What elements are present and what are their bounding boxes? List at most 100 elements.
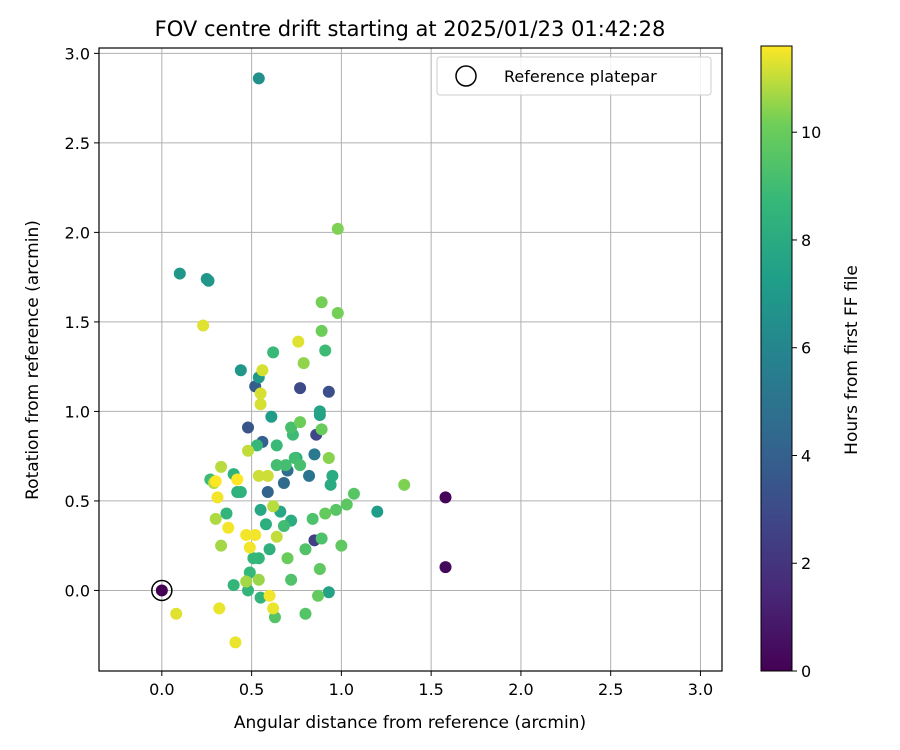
legend-box xyxy=(436,56,712,96)
y-tick-label: 2.5 xyxy=(65,134,90,153)
scatter-point xyxy=(267,500,280,513)
x-tick-label: 1.5 xyxy=(418,680,443,699)
scatter-point xyxy=(261,485,274,498)
scatter-point xyxy=(313,405,326,418)
scatter-point xyxy=(234,485,247,498)
y-tick-label: 3.0 xyxy=(65,44,90,63)
scatter-point xyxy=(263,543,276,556)
scatter-point xyxy=(254,503,267,516)
scatter-point xyxy=(249,528,262,541)
plot-area-frame xyxy=(98,47,723,672)
scatter-point xyxy=(261,469,274,482)
scatter-point xyxy=(270,439,283,452)
scatter-point xyxy=(398,478,411,491)
scatter-point xyxy=(254,398,267,411)
scatter-point xyxy=(306,512,319,525)
scatter-point xyxy=(202,274,215,287)
scatter-point xyxy=(209,475,222,488)
scatter-point xyxy=(227,579,240,592)
colorbar: 0 2 4 6 8 10 Hours from first FF file xyxy=(760,45,862,681)
scatter-point xyxy=(197,319,210,332)
chart-title: FOV centre drift starting at 2025/01/23 … xyxy=(155,17,666,41)
scatter-point xyxy=(279,459,292,472)
reference-marker xyxy=(151,579,173,602)
scatter-point xyxy=(439,561,452,574)
colorbar-tick-label: 2 xyxy=(801,554,811,573)
scatter-point xyxy=(215,460,228,473)
scatter-point xyxy=(285,573,298,586)
scatter-point xyxy=(303,469,316,482)
scatter-point xyxy=(297,357,310,370)
scatter-point xyxy=(242,584,255,597)
scatter-point xyxy=(294,382,307,395)
scatter-point xyxy=(322,586,335,599)
scatter-point xyxy=(319,507,332,520)
colorbar-tick-label: 4 xyxy=(801,446,811,465)
colorbar-label: Hours from first FF file xyxy=(842,265,862,455)
scatter-point xyxy=(231,473,244,486)
scatter-point xyxy=(308,448,321,461)
scatter-point xyxy=(254,387,267,400)
scatter-point xyxy=(215,539,228,552)
scatter-point xyxy=(285,421,298,434)
scatter-point xyxy=(268,611,281,624)
colorbar-tick-label: 8 xyxy=(801,231,811,250)
legend-marker-reference xyxy=(455,65,477,87)
x-tick-label: 2.5 xyxy=(598,680,623,699)
scatter-point xyxy=(267,346,280,359)
colorbar-gradient xyxy=(760,45,793,672)
scatter-point xyxy=(252,573,265,586)
x-tick-label: 0.5 xyxy=(239,680,264,699)
scatter-point xyxy=(347,487,360,500)
colorbar-tick-label: 0 xyxy=(801,662,811,681)
scatter-point xyxy=(371,505,384,518)
scatter-point xyxy=(240,575,253,588)
data-points xyxy=(151,72,452,649)
colorbar-ticks: 0 2 4 6 8 10 xyxy=(792,123,821,681)
scatter-point xyxy=(247,552,260,565)
scatter-point xyxy=(315,324,328,337)
scatter-point xyxy=(270,459,283,472)
scatter-point xyxy=(292,335,305,348)
scatter-point xyxy=(256,364,269,377)
scatter-point xyxy=(319,344,332,357)
scatter-point xyxy=(299,607,312,620)
scatter-point xyxy=(209,512,222,525)
scatter-point xyxy=(340,498,353,511)
scatter-point xyxy=(252,72,265,85)
scatter-point xyxy=(439,491,452,504)
scatter-point xyxy=(267,602,280,615)
x-tick-label: 0.0 xyxy=(149,680,174,699)
scatter-point xyxy=(254,591,267,604)
scatter-point xyxy=(329,503,342,516)
scatter-point xyxy=(240,528,253,541)
x-tick-label: 2.0 xyxy=(508,680,533,699)
scatter-point xyxy=(277,477,290,490)
scatter-point xyxy=(243,541,256,554)
grid-lines xyxy=(99,48,722,671)
scatter-point xyxy=(315,423,328,436)
y-tick-label: 0.0 xyxy=(65,581,90,600)
scatter-point xyxy=(250,439,263,452)
scatter-point xyxy=(331,222,344,235)
scatter-point xyxy=(265,410,278,423)
scatter-point xyxy=(299,543,312,556)
scatter-point xyxy=(252,469,265,482)
scatter-point xyxy=(294,416,307,429)
colorbar-tick-label: 6 xyxy=(801,339,811,358)
scatter-point xyxy=(322,451,335,464)
scatter-point xyxy=(242,421,255,434)
scatter-point xyxy=(234,364,247,377)
scatter-point xyxy=(211,491,224,504)
y-tick-label: 1.0 xyxy=(65,402,90,421)
y-tick-label: 1.5 xyxy=(65,313,90,332)
scatter-point xyxy=(331,306,344,319)
scatter-point xyxy=(312,589,325,602)
x-axis-label: Angular distance from reference (arcmin) xyxy=(234,713,586,733)
scatter-point xyxy=(315,532,328,545)
y-axis-label: Rotation from reference (arcmin) xyxy=(23,220,43,500)
x-axis-ticks: 0.0 0.5 1.0 1.5 2.0 2.5 3.0 xyxy=(149,671,713,699)
x-tick-label: 1.0 xyxy=(329,680,354,699)
scatter-point xyxy=(335,539,348,552)
scatter-point xyxy=(242,444,255,457)
